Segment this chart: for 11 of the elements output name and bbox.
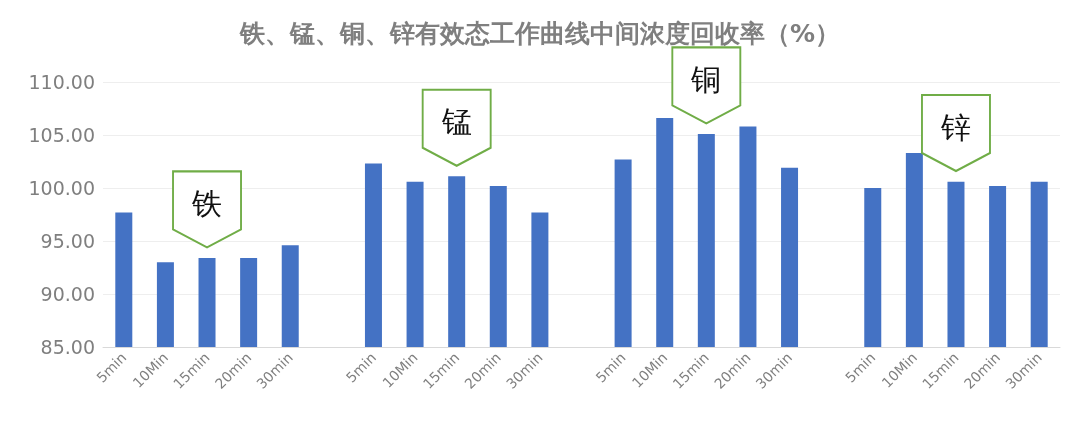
y-tick-label: 90.00	[40, 283, 95, 305]
y-tick-label: 105.00	[28, 124, 95, 146]
y-tick-label: 85.00	[40, 336, 95, 358]
annotation: 铜	[690, 61, 722, 97]
y-tick-label: 100.00	[28, 177, 95, 199]
y-tick-label: 110.00	[28, 71, 95, 93]
annotation: 锌	[939, 109, 971, 145]
annotation: 铁	[191, 185, 223, 221]
chart-title: 铁、锰、铜、锌有效态工作曲线中间浓度回收率（%）	[238, 19, 841, 48]
annotation: 锰	[440, 104, 472, 140]
y-tick-label: 95.00	[40, 230, 95, 252]
